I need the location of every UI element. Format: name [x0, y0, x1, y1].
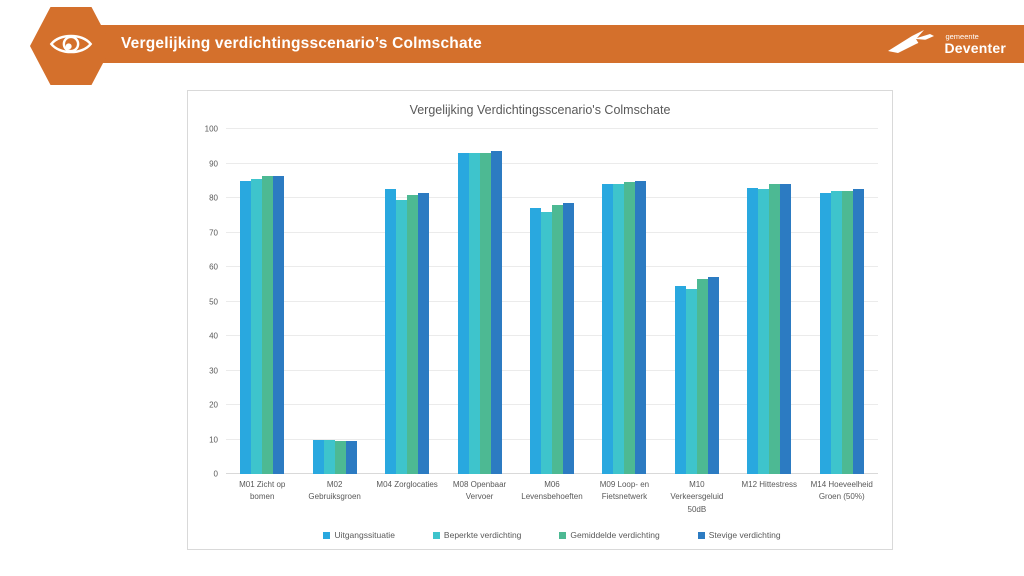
bar [385, 189, 397, 474]
bar [758, 189, 770, 474]
legend-label: Stevige verdichting [708, 530, 781, 541]
y-tick-label: 30 [209, 366, 218, 375]
bar-group [516, 129, 588, 474]
plot-area [226, 128, 878, 474]
legend-swatch [323, 531, 331, 539]
page-title: Vergelijking verdichtingsscenario’s Colm… [121, 35, 482, 52]
legend-swatch [559, 531, 567, 539]
bar [685, 289, 697, 474]
bar [273, 175, 285, 474]
bar [323, 439, 335, 474]
y-tick-label: 0 [213, 469, 218, 479]
bar [407, 194, 419, 474]
legend-label: Gemiddelde verdichting [570, 530, 660, 541]
bar [635, 180, 647, 474]
legend-item: Stevige verdichting [697, 530, 781, 541]
bar [562, 203, 574, 474]
bar [769, 184, 781, 474]
x-tick-label: M12 Hittestress [741, 480, 798, 489]
bar [707, 277, 719, 474]
bar [529, 208, 541, 474]
y-tick-label: 20 [209, 400, 218, 410]
legend: Uitgangssituatie Beperkte verdichting Gemi… [226, 530, 878, 540]
y-tick-label: 60 [209, 262, 218, 272]
chart-area: 0 10 20 30 40 50 60 70 80 90 100 M01 Zicht op bome… [196, 125, 878, 540]
y-axis: 0 10 20 30 40 50 60 70 80 90 100 [196, 125, 222, 479]
bar [841, 191, 853, 474]
bar-group [661, 129, 733, 474]
gridline [226, 197, 878, 198]
x-tick-label: M02 Gebruiksgroen [308, 480, 361, 502]
bar [457, 153, 469, 474]
bar [819, 192, 831, 474]
bar [830, 191, 842, 474]
bar [602, 184, 614, 474]
bar [551, 204, 563, 474]
x-tick-label: M14 Hoeveelheid Groen (50%) [810, 480, 873, 502]
bar [334, 441, 346, 474]
bar [852, 189, 864, 474]
gridline [226, 128, 878, 129]
bar [696, 279, 708, 474]
y-tick-label: 40 [209, 331, 218, 341]
bar [396, 199, 408, 474]
bar [262, 175, 274, 474]
bar-group [733, 129, 805, 474]
legend-item: Beperkte verdichting [432, 530, 522, 541]
bar [780, 184, 792, 474]
x-tick-label: M06 Levensbehoeften [521, 480, 583, 502]
bar [468, 153, 480, 474]
chart-card: Vergelijking Verdichtingsscenario's Colm… [187, 90, 893, 550]
bar-group [298, 129, 370, 474]
gemeente-deventer-logo: gemeente Deventer [886, 25, 1006, 63]
bar-group [806, 129, 878, 474]
y-tick-label: 10 [209, 435, 218, 444]
legend-label: Uitgangssituatie [334, 530, 395, 541]
legend-item: Gemiddelde verdichting [559, 530, 660, 541]
x-axis-labels: M01 Zicht op bomen M02 Gebruiksgroen M04 Z… [226, 479, 878, 516]
legend-swatch [432, 531, 440, 539]
bar-group [443, 129, 515, 474]
bar [251, 179, 263, 474]
eye-icon [48, 29, 94, 64]
x-tick-label: M01 Zicht op bomen [239, 480, 286, 502]
x-tick-label: M10 Verkeersgeluid 50dB [670, 480, 724, 514]
logo-text: gemeente Deventer [944, 33, 1006, 56]
logo-text-bottom: Deventer [944, 40, 1006, 57]
bar-groups [226, 129, 878, 474]
x-tick-label: M09 Loop- en Fietsnetwerk [599, 480, 650, 502]
y-tick-label: 100 [204, 124, 218, 134]
y-tick-label: 70 [209, 228, 218, 237]
bar [540, 211, 552, 474]
legend-label: Beperkte verdichting [443, 530, 522, 541]
bar [345, 441, 357, 474]
bar [674, 285, 686, 474]
bar-group [588, 129, 660, 474]
gridline [226, 162, 878, 164]
bar [312, 439, 324, 474]
x-tick-label: M08 Openbaar Vervoer [452, 480, 507, 502]
header-bar: Vergelijking verdichtingsscenario’s Colm… [95, 25, 1024, 63]
bar [613, 184, 625, 474]
bar [624, 182, 636, 474]
legend-item: Uitgangssituatie [323, 530, 395, 541]
bar [490, 151, 502, 474]
x-tick-label: M04 Zorglocaties [376, 480, 438, 489]
bar [418, 192, 430, 474]
bar [240, 180, 252, 474]
y-tick-label: 90 [209, 159, 218, 168]
bar [479, 153, 491, 474]
bar [747, 187, 759, 474]
y-tick-label: 50 [209, 297, 218, 306]
logo-text-top: gemeente [945, 31, 979, 41]
y-tick-label: 80 [209, 193, 218, 203]
legend-swatch [697, 531, 705, 539]
chart-title: Vergelijking Verdichtingsscenario's Colm… [409, 103, 671, 117]
hexagon-badge [30, 7, 112, 85]
deventer-swoosh-icon [886, 29, 938, 60]
bar-group [226, 129, 298, 474]
bar-group [371, 129, 443, 474]
